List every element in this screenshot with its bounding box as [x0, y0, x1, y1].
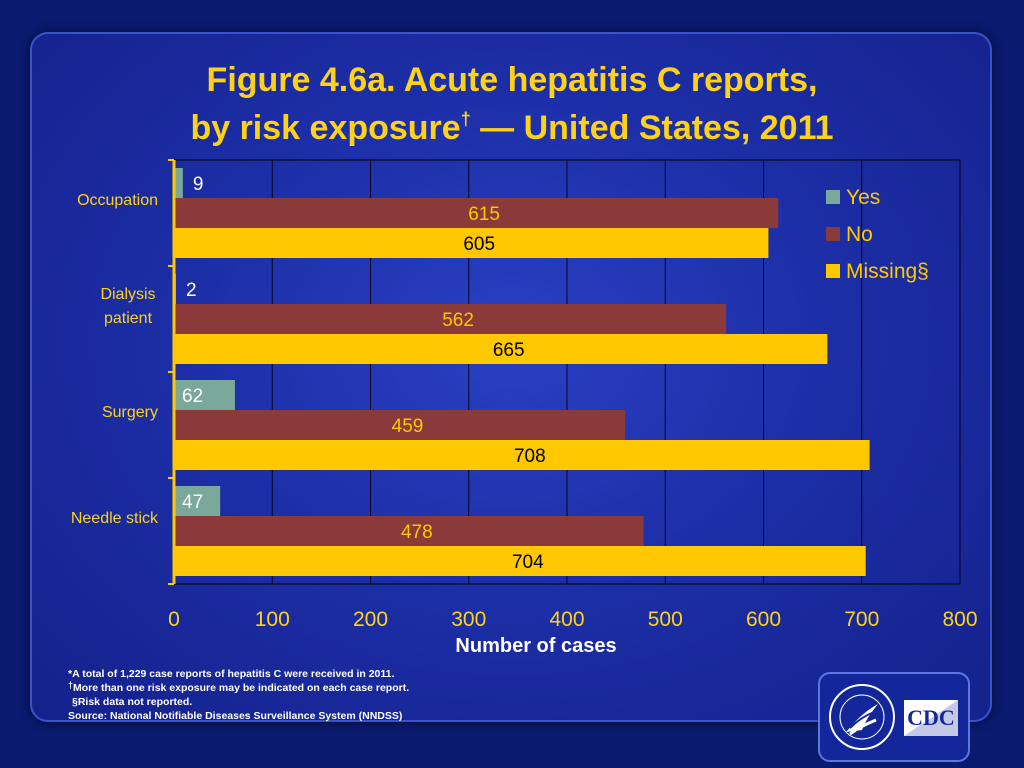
footnote-multiple-text: More than one risk exposure may be indic… — [73, 682, 410, 694]
x-tick-label: 0 — [168, 608, 180, 631]
cdc-logo-text: CDC — [907, 705, 955, 730]
bar-yes — [174, 380, 235, 410]
legend-swatch — [826, 264, 840, 278]
legend-label: Yes — [846, 186, 880, 209]
data-label: 459 — [392, 416, 424, 437]
bar-no — [174, 304, 727, 334]
cdc-logo: CDC — [818, 672, 970, 762]
x-tick-label: 300 — [451, 608, 486, 631]
x-tick-label: 100 — [255, 608, 290, 631]
category-label: Needle stick — [71, 510, 159, 527]
bar-yes — [174, 486, 221, 516]
data-label: 62 — [182, 386, 203, 407]
legend-swatch — [826, 227, 840, 241]
footnote-multiple: †More than one risk exposure may be indi… — [68, 681, 409, 695]
bar-missing — [174, 228, 769, 258]
data-label: 704 — [512, 552, 544, 573]
title-dagger: † — [460, 109, 471, 129]
legend-label: No — [846, 223, 873, 246]
data-label: 615 — [468, 204, 500, 225]
data-label: 605 — [463, 234, 495, 255]
footnotes: *A total of 1,229 case reports of hepati… — [68, 667, 409, 723]
category-label: Surgery — [102, 404, 158, 421]
data-label: 562 — [442, 310, 474, 331]
x-tick-label: 400 — [549, 608, 584, 631]
category-label: Occupation — [77, 192, 158, 209]
title-line-2-prefix: by risk exposure — [190, 109, 461, 147]
footnote-dagger: † — [68, 680, 74, 690]
slide-panel — [30, 32, 992, 722]
x-tick-label: 700 — [844, 608, 879, 631]
bar-missing — [174, 546, 866, 576]
x-axis-label: Number of cases — [455, 635, 616, 657]
data-label: 9 — [193, 174, 204, 195]
x-tick-label: 800 — [942, 608, 977, 631]
bar-missing — [174, 440, 870, 470]
bar-missing — [174, 334, 828, 364]
data-label: 2 — [186, 280, 197, 301]
title-line-2: by risk exposure† — United States, 2011 — [0, 104, 1024, 152]
footnote-total: *A total of 1,229 case reports of hepati… — [68, 668, 395, 680]
footnote-source: Source: National Notifiable Diseases Sur… — [68, 710, 403, 722]
legend-label: Missing§ — [846, 260, 929, 283]
cdc-logo-box: CDC — [904, 700, 958, 736]
bar-no — [174, 516, 644, 546]
x-tick-label: 500 — [648, 608, 683, 631]
x-tick-label: 600 — [746, 608, 781, 631]
category-label: patient — [104, 310, 153, 327]
chart-title: Figure 4.6a. Acute hepatitis C reports, … — [0, 56, 1024, 152]
bar-no — [174, 198, 779, 228]
data-label: 478 — [401, 522, 433, 543]
data-label: 708 — [514, 446, 546, 467]
hhs-seal-icon: CDC — [829, 684, 958, 750]
x-tick-label: 200 — [353, 608, 388, 631]
data-label: 47 — [182, 492, 203, 513]
title-line-2-suffix: — United States, 2011 — [470, 109, 834, 147]
legend-swatch — [826, 190, 840, 204]
footnote-missing: §Risk data not reported. — [72, 696, 193, 708]
category-label: Dialysis — [100, 286, 155, 303]
data-label: 665 — [493, 340, 525, 361]
title-line-1: Figure 4.6a. Acute hepatitis C reports, — [206, 61, 818, 99]
bar-yes — [174, 168, 183, 198]
bar-no — [174, 410, 625, 440]
